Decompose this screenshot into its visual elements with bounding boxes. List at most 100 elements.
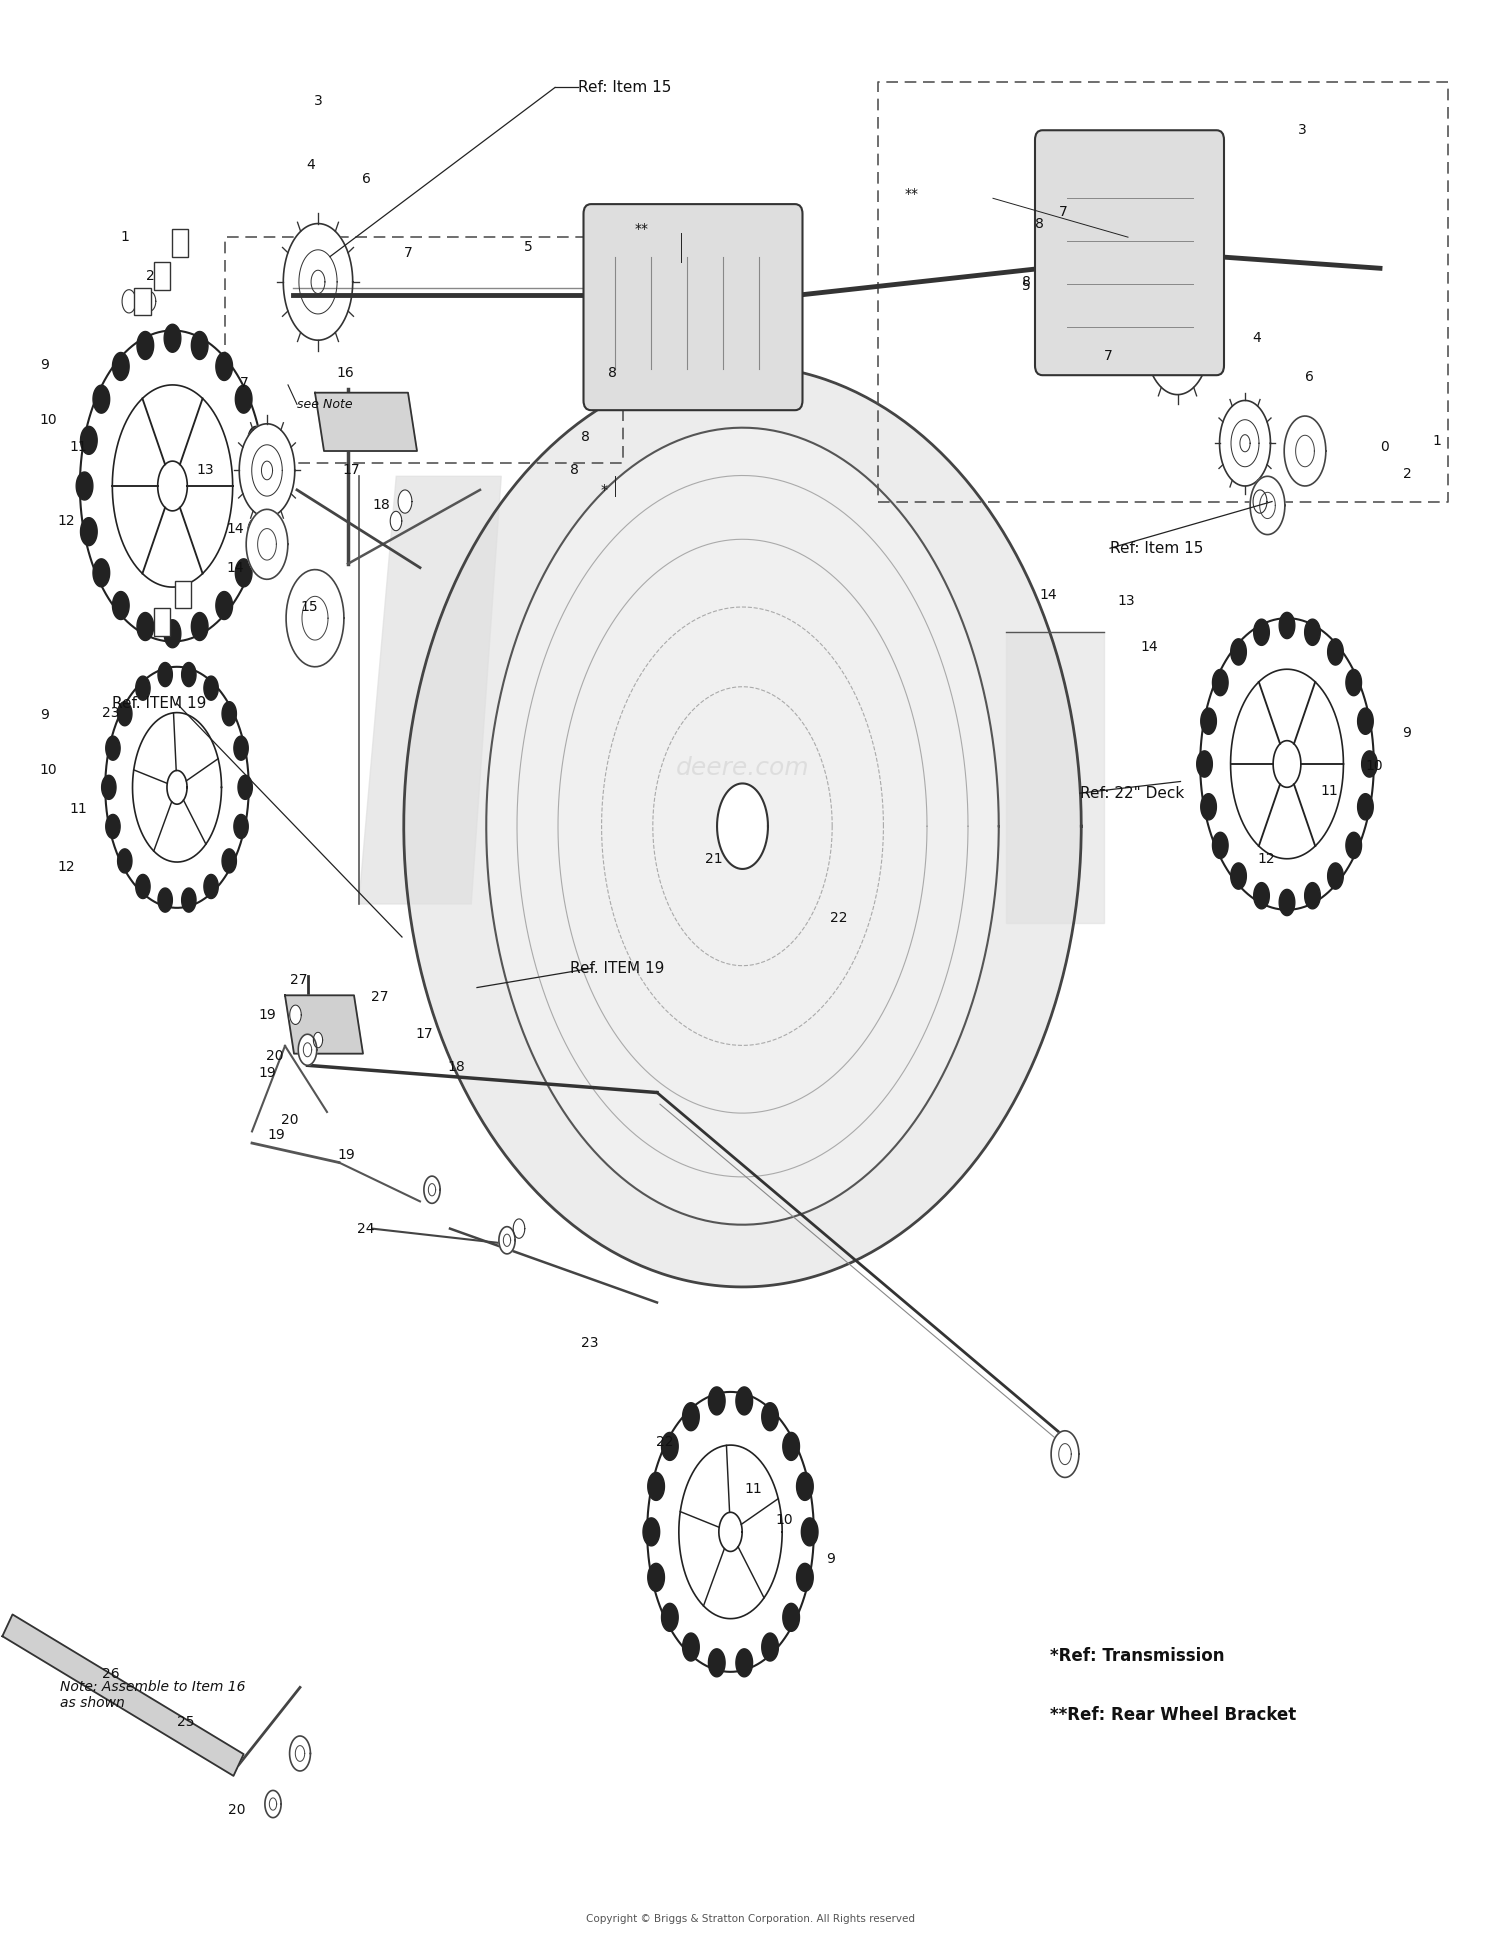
Polygon shape	[248, 426, 264, 455]
Polygon shape	[644, 1518, 660, 1545]
Text: 10: 10	[39, 762, 57, 778]
Text: 27: 27	[290, 972, 308, 988]
Polygon shape	[762, 1633, 778, 1660]
Polygon shape	[76, 472, 93, 500]
Text: 24: 24	[357, 1221, 375, 1236]
Polygon shape	[1305, 883, 1320, 910]
Polygon shape	[266, 1790, 280, 1818]
Polygon shape	[708, 1649, 724, 1678]
Text: 7: 7	[404, 245, 412, 260]
Text: 17: 17	[416, 1026, 434, 1042]
Polygon shape	[1200, 618, 1374, 910]
Text: 10: 10	[1365, 758, 1383, 774]
Text: see Note: see Note	[297, 399, 352, 410]
Text: 15: 15	[300, 599, 318, 614]
Polygon shape	[717, 783, 768, 869]
Polygon shape	[248, 517, 264, 546]
Polygon shape	[236, 385, 252, 414]
Text: 7: 7	[1104, 348, 1113, 364]
Polygon shape	[222, 702, 237, 725]
Polygon shape	[246, 509, 288, 579]
Text: 17: 17	[342, 463, 360, 478]
Text: 8: 8	[1022, 274, 1031, 290]
Polygon shape	[252, 472, 268, 500]
Polygon shape	[500, 1227, 514, 1254]
Polygon shape	[204, 875, 219, 898]
Polygon shape	[112, 385, 232, 587]
Polygon shape	[1250, 476, 1286, 535]
Text: 4: 4	[1252, 330, 1262, 346]
Polygon shape	[424, 1176, 439, 1203]
Polygon shape	[708, 1386, 724, 1415]
Polygon shape	[1197, 750, 1212, 778]
Text: Ref. ITEM 19: Ref. ITEM 19	[570, 960, 664, 976]
Text: 19: 19	[258, 1007, 276, 1023]
Text: 7: 7	[1059, 204, 1068, 220]
Polygon shape	[144, 292, 156, 311]
Text: 9: 9	[40, 708, 50, 723]
Polygon shape	[122, 290, 136, 313]
Polygon shape	[136, 332, 153, 360]
Polygon shape	[1280, 890, 1294, 916]
Text: 14: 14	[1140, 640, 1158, 655]
Polygon shape	[192, 612, 208, 640]
Polygon shape	[1280, 612, 1294, 638]
Text: 11: 11	[69, 801, 87, 816]
Polygon shape	[102, 776, 116, 799]
Text: 12: 12	[1257, 851, 1275, 867]
Polygon shape	[1220, 400, 1270, 486]
Text: **Ref: Rear Wheel Bracket: **Ref: Rear Wheel Bracket	[1050, 1705, 1296, 1724]
Text: 7: 7	[240, 375, 249, 391]
Text: Ref: 22" Deck: Ref: 22" Deck	[1080, 785, 1185, 801]
Polygon shape	[1346, 832, 1362, 859]
Polygon shape	[112, 352, 129, 381]
Polygon shape	[164, 325, 182, 352]
Polygon shape	[106, 815, 120, 838]
Text: 13: 13	[196, 463, 214, 478]
Polygon shape	[1362, 750, 1377, 778]
Polygon shape	[234, 815, 248, 838]
Polygon shape	[222, 850, 237, 873]
Polygon shape	[1284, 416, 1326, 486]
Text: 18: 18	[372, 498, 390, 513]
Text: 9: 9	[40, 358, 50, 373]
Text: Ref: Item 15: Ref: Item 15	[1110, 540, 1203, 556]
Polygon shape	[1254, 618, 1269, 645]
Text: 4: 4	[306, 157, 315, 173]
Text: 2: 2	[1402, 467, 1411, 482]
Polygon shape	[1346, 669, 1362, 696]
Polygon shape	[390, 511, 402, 531]
Polygon shape	[682, 1633, 699, 1660]
Text: 1: 1	[1432, 434, 1442, 449]
Text: 1: 1	[120, 229, 129, 245]
Text: 22: 22	[656, 1435, 674, 1450]
Polygon shape	[404, 365, 1082, 1287]
Polygon shape	[135, 288, 150, 315]
Text: 10: 10	[39, 412, 57, 428]
Polygon shape	[1230, 640, 1246, 665]
Polygon shape	[236, 558, 252, 587]
Text: 19: 19	[267, 1128, 285, 1143]
Polygon shape	[234, 737, 248, 760]
Polygon shape	[1328, 640, 1344, 665]
Text: 11: 11	[69, 439, 87, 455]
Polygon shape	[1230, 863, 1246, 888]
Polygon shape	[736, 1386, 753, 1415]
Text: 19: 19	[338, 1147, 356, 1163]
Polygon shape	[176, 581, 190, 608]
Polygon shape	[1252, 490, 1268, 513]
Polygon shape	[290, 1736, 310, 1771]
Polygon shape	[358, 476, 501, 904]
Text: 0: 0	[1380, 439, 1389, 455]
Text: 23: 23	[102, 706, 120, 721]
Text: 12: 12	[57, 859, 75, 875]
Text: 10: 10	[776, 1512, 794, 1528]
Text: 27: 27	[370, 989, 388, 1005]
Polygon shape	[286, 570, 344, 667]
Polygon shape	[204, 677, 219, 700]
Polygon shape	[1230, 669, 1344, 859]
Text: 20: 20	[266, 1048, 284, 1063]
Polygon shape	[182, 888, 196, 912]
Text: 20: 20	[280, 1112, 298, 1128]
Text: 14: 14	[226, 521, 244, 537]
